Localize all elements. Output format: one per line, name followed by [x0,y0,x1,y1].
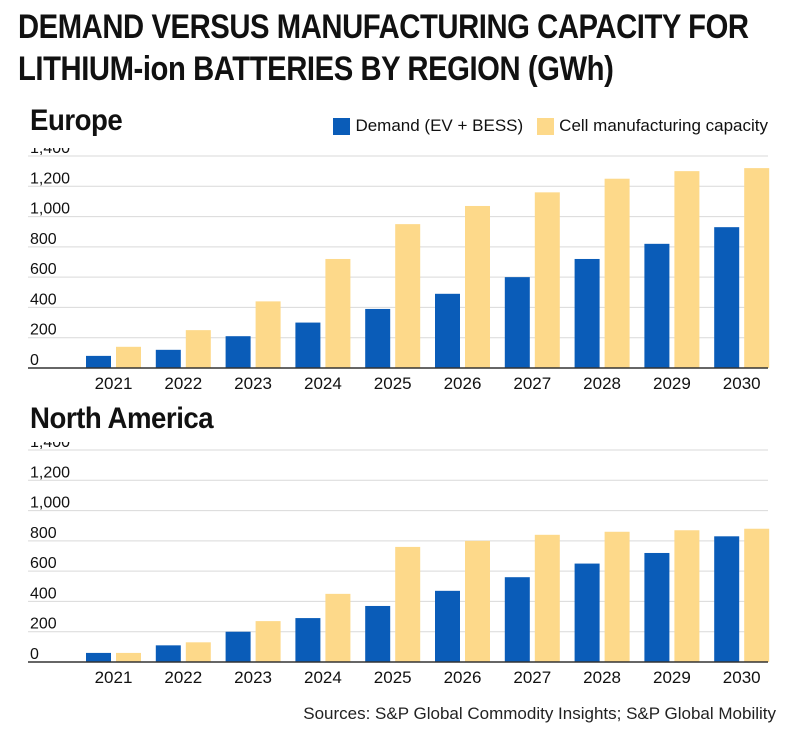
north-america-y-tick-label: 0 [30,646,39,663]
north-america-y-tick-label: 400 [30,585,57,602]
europe-y-tick-label: 1,200 [30,170,70,187]
north-america-bar-demand-2029 [644,552,670,662]
north-america-x-tick-label: 2023 [234,668,272,687]
north-america-bar-demand-2030 [714,536,740,662]
europe-bar-demand-2021 [86,355,111,368]
europe-bar-capacity-2023 [255,301,281,368]
north-america-bar-chart: 0 200 400 600 800 1,000 1,200 1,400 2021 2022 2023… [28,442,770,687]
north-america-bar-capacity-2030 [744,528,770,662]
north-america-section-title: North America [30,402,214,435]
legend-item-capacity: Cell manufacturing capacity [537,116,768,136]
north-america-bar-demand-2023 [225,631,251,662]
europe-bar-demand-2026 [435,293,460,368]
europe-bar-demand-2024 [295,322,321,368]
chart-title-line-1: DEMAND VERSUS MANUFACTURING CAPACITY FOR [18,8,749,46]
europe-x-tick-label: 2022 [164,374,202,393]
legend-swatch-demand [333,117,351,135]
europe-x-tick-label: 2030 [723,374,761,393]
north-america-x-tick-label: 2026 [444,668,482,687]
north-america-y-tick-label: 600 [30,555,57,572]
europe-bar-capacity-2021 [116,346,141,368]
europe-bar-demand-2028 [574,258,600,368]
europe-bar-chart: 0 200 400 600 800 1,000 1,200 1,400 2021 2022 2023… [28,148,770,393]
europe-y-tick-label: 400 [30,291,57,308]
north-america-bar-demand-2027 [504,577,530,662]
europe-x-tick-label: 2029 [653,374,691,393]
north-america-x-tick-label: 2024 [304,668,342,687]
europe-bar-capacity-2022 [185,330,211,368]
europe-x-tick-label: 2023 [234,374,272,393]
north-america-bar-capacity-2029 [674,530,700,662]
north-america-y-tick-label: 1,000 [30,495,70,512]
north-america-bar-capacity-2025 [395,546,421,662]
europe-bar-demand-2023 [225,336,251,368]
north-america-bar-capacity-2026 [465,540,490,662]
north-america-x-tick-label: 2030 [723,668,761,687]
legend-item-demand: Demand (EV + BESS) [333,116,523,136]
north-america-y-tick-label: 800 [30,525,57,542]
europe-y-tick-label: 800 [30,231,57,248]
europe-x-tick-label: 2021 [95,374,133,393]
source-note: Sources: S&P Global Commodity Insights; … [303,704,776,723]
europe-bar-demand-2030 [714,227,740,368]
europe-x-tick-label: 2028 [583,374,621,393]
north-america-bar-demand-2026 [435,590,460,662]
europe-y-tick-label: 1,400 [30,148,70,157]
europe-y-tick-label: 0 [30,352,39,369]
europe-y-tick-label: 200 [30,322,57,339]
north-america-x-tick-label: 2029 [653,668,691,687]
europe-bar-capacity-2025 [395,224,421,368]
north-america-bar-capacity-2027 [534,534,560,662]
north-america-x-tick-label: 2021 [95,668,133,687]
europe-bar-capacity-2024 [325,258,351,368]
europe-y-tick-label: 600 [30,261,57,278]
europe-bar-capacity-2026 [465,205,490,368]
europe-bar-demand-2022 [155,349,181,368]
north-america-bar-demand-2028 [574,563,600,662]
europe-section-title: Europe [30,104,123,137]
north-america-bar-capacity-2022 [185,642,211,662]
north-america-bar-demand-2022 [155,645,181,662]
north-america-bar-capacity-2023 [255,621,281,662]
legend-label-demand: Demand (EV + BESS) [355,116,524,135]
legend-swatch-capacity [537,117,555,135]
europe-bar-capacity-2029 [674,171,700,368]
chart-title: DEMAND VERSUS MANUFACTURING CAPACITY FOR… [18,6,749,90]
europe-x-tick-label: 2024 [304,374,342,393]
north-america-x-tick-label: 2028 [583,668,621,687]
legend-label-capacity: Cell manufacturing capacity [559,116,768,135]
europe-x-tick-label: 2026 [444,374,482,393]
north-america-bar-capacity-2028 [604,531,630,662]
north-america-bar-capacity-2024 [325,593,351,662]
north-america-bar-capacity-2021 [116,652,141,662]
north-america-x-tick-label: 2025 [374,668,412,687]
north-america-bar-demand-2025 [365,605,391,662]
europe-x-tick-label: 2025 [374,374,412,393]
north-america-y-tick-label: 200 [30,616,57,633]
north-america-y-tick-label: 1,200 [30,464,70,481]
north-america-x-tick-label: 2027 [513,668,551,687]
north-america-bar-demand-2024 [295,618,321,662]
europe-bar-capacity-2027 [534,192,560,368]
europe-bar-capacity-2028 [604,178,630,368]
europe-x-tick-label: 2027 [513,374,551,393]
chart-title-line-2: LITHIUM-ion BATTERIES BY REGION (GWh) [18,50,614,88]
europe-y-tick-label: 1,000 [30,201,70,218]
legend: Demand (EV + BESS) Cell manufacturing ca… [319,116,768,136]
europe-bar-demand-2029 [644,243,670,368]
north-america-y-tick-label: 1,400 [30,442,70,451]
europe-bar-demand-2025 [365,308,391,368]
europe-bar-demand-2027 [504,277,530,368]
europe-bar-capacity-2030 [744,168,770,368]
north-america-x-tick-label: 2022 [164,668,202,687]
north-america-bar-demand-2021 [86,652,111,662]
